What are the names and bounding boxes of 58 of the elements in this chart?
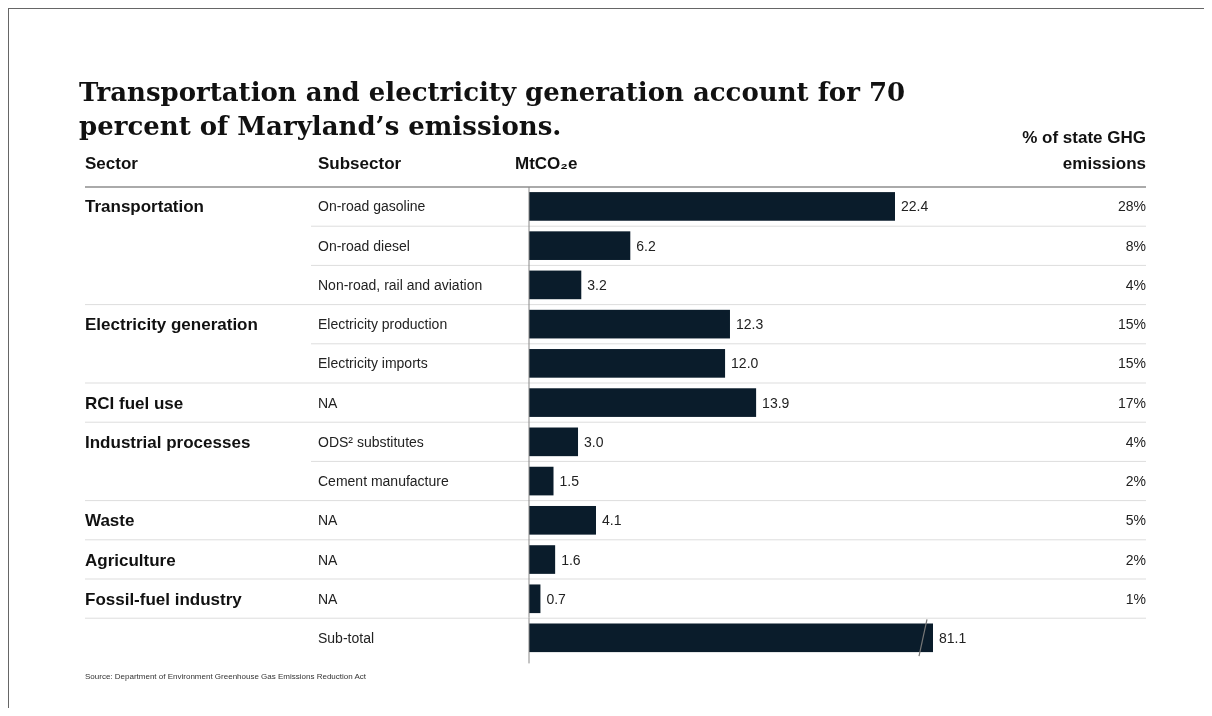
data-label: 22.4: [901, 198, 929, 215]
y2-tick-label: 5%: [1125, 512, 1146, 529]
y-tick-label: NA: [318, 394, 339, 411]
data-label: 12.0: [731, 355, 759, 372]
y-tick-label: Cement manufacture: [318, 473, 449, 490]
data-label: 4.1: [601, 512, 622, 529]
bar: [529, 427, 579, 457]
chart-title: Transportation and electricity generation account for 70 percent of Maryland’s emissions.: [79, 77, 906, 141]
y-tick-label: NA: [318, 512, 339, 529]
y-tick-label: NA: [318, 551, 339, 568]
data-label: 0.7: [546, 590, 567, 607]
y2-tick-label: 4%: [1125, 433, 1146, 450]
x-axis-title: MtCO₂e: [515, 154, 578, 173]
y2-tick-label: 4%: [1125, 276, 1146, 293]
category-label: Transportation: [85, 197, 205, 217]
bar: [529, 309, 730, 339]
category-label: Electricity generation: [85, 315, 258, 335]
y-tick-label: On-road diesel: [318, 237, 410, 254]
y-tick-label: On-road gasoline: [318, 198, 426, 215]
y2-tick-label: 1%: [1125, 590, 1146, 607]
data-label: 13.9: [762, 394, 790, 411]
y2-tick-label: 28%: [1117, 198, 1146, 215]
category-label: Waste: [85, 511, 135, 531]
bar: [529, 388, 757, 417]
y-tick-label: Sub-total: [318, 629, 375, 646]
y2-tick-label: 2%: [1125, 551, 1146, 568]
y2-tick-label: 2%: [1125, 473, 1146, 490]
category-label: Fossil-fuel industry: [85, 589, 242, 609]
y-tick-label: Electricity imports: [318, 355, 428, 372]
bar: [529, 349, 726, 378]
text: Subsector: [318, 154, 402, 173]
bar: [529, 505, 596, 535]
bar: [529, 545, 556, 574]
category-label: Industrial processes: [85, 432, 251, 452]
data-label: 3.0: [584, 433, 604, 450]
data-label: 3.2: [587, 276, 607, 293]
data-label: 81.1: [939, 629, 967, 646]
y2-tick-label: 8%: [1125, 237, 1146, 254]
bar: [529, 192, 895, 221]
data-label: 6.2: [636, 237, 656, 254]
data-label: 1.6: [561, 551, 581, 568]
source-note: Source: Department of Environment Greenhouse Gas Emissions Reduction Act: [85, 672, 367, 681]
category-label: RCI fuel use: [85, 393, 184, 413]
y-tick-label: ODS² substitutes: [318, 433, 424, 450]
text: Sector: [85, 154, 139, 173]
y2-tick-label: 15%: [1117, 355, 1146, 372]
y-tick-label: Electricity production: [318, 316, 448, 333]
data-label: 12.3: [735, 316, 764, 333]
y-tick-label: Non-road, rail and aviation: [318, 276, 483, 293]
bar: [529, 270, 582, 300]
y2-tick-label: 15%: [1117, 316, 1146, 333]
text: % of state GHG emissions: [1022, 128, 1146, 173]
y-tick-label: NA: [318, 590, 339, 607]
y2-tick-label: 17%: [1117, 394, 1146, 411]
category-label: Agriculture: [85, 550, 176, 570]
data-label: 1.5: [559, 473, 580, 490]
bar: [529, 231, 631, 260]
bar: [529, 466, 554, 496]
